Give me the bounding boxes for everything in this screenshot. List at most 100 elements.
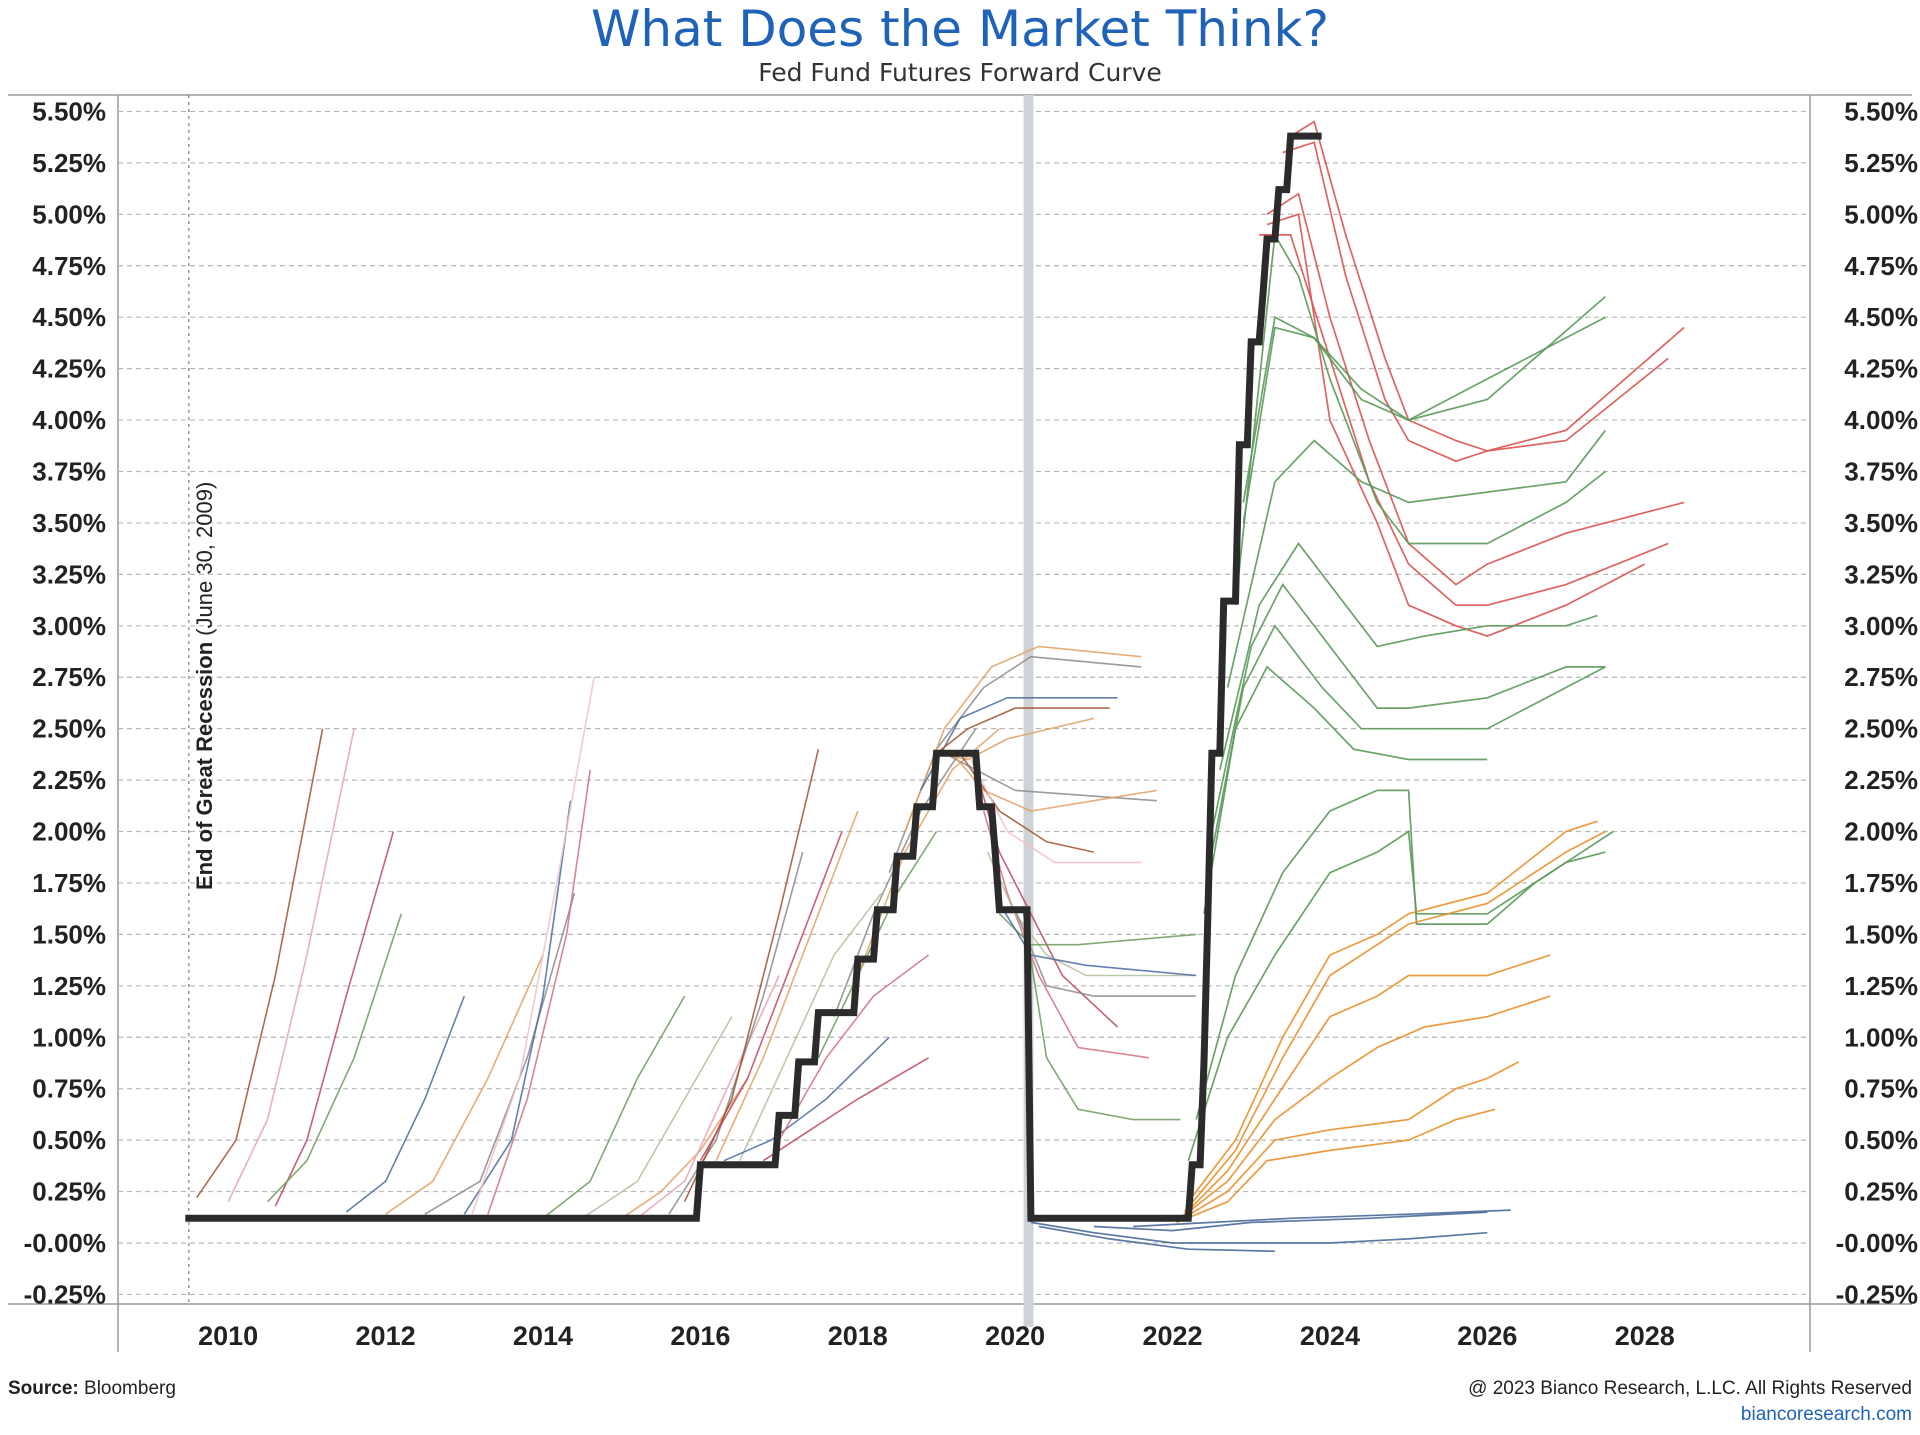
forward-curve-line [1242, 295, 1606, 503]
forward-curve-line [487, 769, 591, 1215]
x-tick-label: 2028 [1615, 1321, 1675, 1351]
forward-curve-line [1183, 830, 1606, 1213]
x-tick-label: 2022 [1143, 1321, 1203, 1351]
forward-curve-line [1207, 624, 1606, 873]
forward-curve-line [857, 728, 1000, 976]
y-tick-label-left: 2.00% [32, 817, 106, 847]
y-tick-label-left: 1.50% [32, 919, 106, 949]
x-axis: 2010 2012 2014 2016 2018 2020 2022 2024 2026 2028 [198, 1321, 1675, 1351]
forward-curve-line [738, 892, 883, 1162]
forward-curve-line [424, 892, 576, 1215]
forward-curve-line [715, 810, 859, 1162]
y-tick-label-left: 4.75% [32, 251, 106, 281]
y-tick-label-right: 0.50% [1844, 1125, 1918, 1155]
forward-curve-line [1133, 1209, 1511, 1228]
y-tick-label-right: -0.25% [1836, 1279, 1918, 1309]
forward-curve-line [1187, 830, 1614, 1161]
y-tick-label-left: 1.25% [32, 971, 106, 1001]
forward-curve-line [345, 995, 466, 1213]
y-tick-label-right: 4.75% [1844, 251, 1918, 281]
forward-curve-line [1211, 583, 1606, 832]
y-tick-label-left: 2.50% [32, 714, 106, 744]
forward-curve-line [1203, 665, 1488, 914]
y-tick-label-right: 1.25% [1844, 971, 1918, 1001]
y-tick-label-right: 5.00% [1844, 199, 1918, 229]
y-tick-label-left: 1.00% [32, 1022, 106, 1052]
forward-curve-line [636, 975, 780, 1219]
forward-curve-line [385, 954, 544, 1215]
y-tick-label-right: 4.00% [1844, 405, 1918, 435]
forward-curve-line [888, 655, 1142, 873]
forward-curve-line [668, 851, 804, 1215]
forward-curve-line [542, 995, 686, 1219]
forward-curve-line [1187, 820, 1598, 1203]
y-tick-label-right: -0.00% [1836, 1228, 1918, 1258]
forward-curve-line [1242, 316, 1606, 524]
source-label: Source: [8, 1378, 79, 1399]
forward-curve-line [1282, 141, 1669, 463]
recession-label: End of Great Recession (June 30, 2009) [192, 482, 217, 890]
y-tick-label-right: 1.50% [1844, 919, 1918, 949]
x-tick-label: 2012 [356, 1321, 416, 1351]
chart-grid [118, 110, 1810, 1296]
y-tick-label-right: 3.50% [1844, 508, 1918, 538]
forward-curve-line [1022, 909, 1181, 1121]
forward-curve-line [1002, 909, 1197, 977]
y-tick-label-right: 3.75% [1844, 456, 1918, 486]
forward-curve-line [1259, 234, 1669, 607]
forward-curve-line [1218, 542, 1598, 770]
x-tick-label: 2024 [1300, 1321, 1360, 1351]
x-tick-label: 2016 [670, 1321, 730, 1351]
actual-fed-funds-series [185, 132, 1322, 1222]
y-tick-label-left: 0.75% [32, 1074, 106, 1104]
y-tick-label-left: 1.75% [32, 868, 106, 898]
x-tick-label: 2014 [513, 1321, 573, 1351]
actual-fed-funds-line [185, 132, 1322, 1222]
forward-curve-line [1030, 1221, 1488, 1244]
y-tick-label-right: 3.00% [1844, 611, 1918, 641]
forward-curves-pre2020 [196, 645, 1197, 1219]
y-tick-label-right: 2.50% [1844, 714, 1918, 744]
y-tick-label-left: 3.50% [32, 508, 106, 538]
forward-curve-line [762, 1057, 930, 1162]
forward-curve-line [1176, 1061, 1520, 1224]
forward-curve-line [1038, 1225, 1275, 1253]
shaded-band-2020 [1023, 95, 1034, 1327]
forward-curves-2022 [1030, 120, 1685, 1253]
y-tick-label-left: 5.25% [32, 148, 106, 178]
y-tick-label-left: 5.50% [32, 96, 106, 126]
forward-curve-line [904, 645, 1142, 832]
forward-curve-line [227, 728, 355, 1203]
forward-curve-line [967, 752, 1142, 864]
forward-curve-line [683, 749, 820, 1203]
recession-marker: End of Great Recession (June 30, 2009) [188, 95, 217, 1304]
forward-curve-line [1093, 1211, 1488, 1232]
website-link[interactable]: biancoresearch.com [1740, 1404, 1912, 1425]
y-tick-label-left: 2.75% [32, 662, 106, 692]
forward-curve-line [936, 707, 1110, 754]
y-tick-label-left: 3.25% [32, 559, 106, 589]
x-tick-label: 2020 [985, 1321, 1045, 1351]
forward-curve-line [1179, 995, 1551, 1219]
forward-curve-line [699, 831, 843, 1162]
forward-curve-line [1226, 429, 1607, 688]
source-value: Bloomberg [84, 1378, 176, 1399]
forward-curve-line [778, 954, 930, 1141]
forward-curve-line [1266, 213, 1646, 638]
y-tick-label-left: -0.25% [24, 1279, 106, 1309]
y-tick-label-left: 4.25% [32, 354, 106, 384]
y-tick-label-right: 3.25% [1844, 559, 1918, 589]
y-tick-label-right: 4.25% [1844, 354, 1918, 384]
y-tick-label-left: 4.00% [32, 405, 106, 435]
forward-curve-line [919, 697, 1118, 791]
shaded-band [1023, 95, 1034, 1327]
forward-curve-line [1234, 232, 1606, 606]
y-tick-label-right: 2.25% [1844, 765, 1918, 795]
y-tick-label-right: 2.75% [1844, 662, 1918, 692]
y-tick-label-left: 0.50% [32, 1125, 106, 1155]
forward-curve-line [196, 728, 324, 1199]
forward-curve-line [1266, 192, 1685, 586]
y-tick-label-right: 5.25% [1844, 148, 1918, 178]
forward-curve-line [471, 677, 595, 1215]
y-tick-label-left: -0.00% [24, 1228, 106, 1258]
